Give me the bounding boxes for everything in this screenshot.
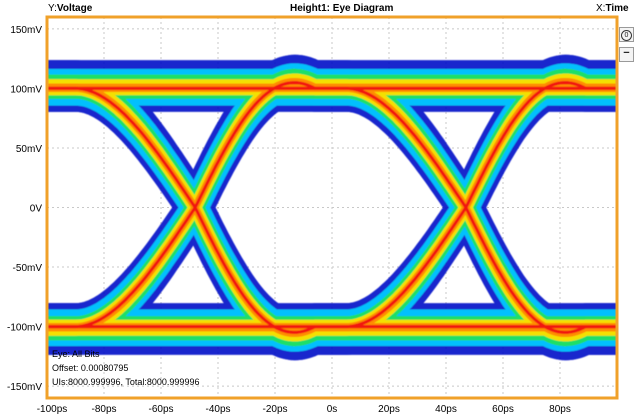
x-tick-label: 80ps <box>549 404 571 415</box>
x-tick-label: -20ps <box>262 404 287 415</box>
y-tick-label: -150mV <box>7 382 42 393</box>
y-axis-prefix: Y: <box>48 3 57 14</box>
x-axis-ticks: -100ps -80ps -60ps -40ps -20ps 0s 20ps 40ps 60ps… <box>37 404 571 415</box>
y-tick-label: 50mV <box>16 144 42 155</box>
x-tick-label: 0s <box>327 404 338 415</box>
chart-title: Height1: Eye Diagram <box>290 2 393 16</box>
eye-density-band <box>47 81 617 334</box>
minus-icon: − <box>623 47 630 59</box>
plot-frame[interactable] <box>45 15 619 400</box>
x-tick-label: -60ps <box>148 404 173 415</box>
zoom-reset-icon: 0 <box>621 30 632 41</box>
info-line-uis: UIs:8000.999996, Total:8000.999996 <box>52 377 199 387</box>
y-tick-label: 100mV <box>10 84 42 95</box>
y-axis-caption: Y:Voltage <box>48 2 92 16</box>
info-line-eye: Eye: All Bits <box>52 349 100 359</box>
eye-traces <box>47 54 617 361</box>
x-tick-label: -40ps <box>205 404 230 415</box>
x-tick-label: 60ps <box>492 404 514 415</box>
eye-trace <box>47 81 617 329</box>
x-tick-label: -80ps <box>91 404 116 415</box>
x-tick-label: 40ps <box>435 404 457 415</box>
zoom-reset-button[interactable]: 0 <box>619 27 634 42</box>
side-toolbar: 0 − <box>619 27 634 67</box>
info-box: Eye: All Bits Offset: 0.00080795 UIs:800… <box>52 349 199 387</box>
info-line-offset: Offset: 0.00080795 <box>52 363 128 373</box>
eye-trace <box>47 86 617 334</box>
y-axis-quantity: Voltage <box>56 3 93 14</box>
x-axis-quantity: Time <box>605 3 629 14</box>
x-tick-label: -100ps <box>37 404 68 415</box>
y-tick-label: 150mV <box>10 25 42 36</box>
x-tick-label: 20ps <box>378 404 400 415</box>
y-tick-label: -100mV <box>7 323 42 334</box>
x-axis-prefix: X: <box>596 3 606 14</box>
y-tick-label: -50mV <box>13 263 43 274</box>
zoom-out-button[interactable]: − <box>619 47 634 62</box>
chart-title-text: Height1: Eye Diagram <box>290 3 394 14</box>
y-tick-label: 0V <box>30 204 43 215</box>
y-axis-ticks: 150mV 100mV 50mV 0V -50mV -100mV -150mV <box>7 25 42 393</box>
x-axis-caption: X:Time <box>596 2 629 16</box>
